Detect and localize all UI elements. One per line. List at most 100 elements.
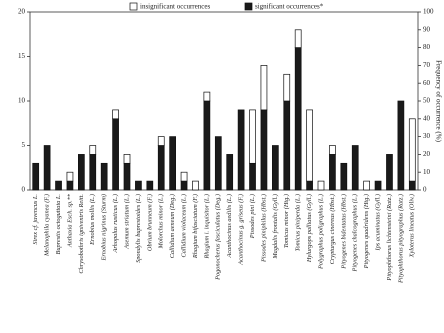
x-tick-label: Ernobius nigrinus (Sturm): [101, 194, 108, 261]
bar-segment: [32, 162, 40, 191]
bar-segment: [260, 65, 268, 111]
bar-segment: [226, 154, 234, 191]
bar-segment: [192, 180, 199, 191]
x-tick-label: Ips acuminatus (Gyll.): [375, 194, 382, 252]
x-tick-label: Callidium aeneum (Deg.): [169, 194, 176, 258]
bar-segment: [408, 118, 416, 182]
bar-segment: [43, 145, 51, 191]
bar-segment: [123, 154, 131, 164]
bar-segment: [169, 136, 176, 191]
y-tick-label: 0: [22, 186, 26, 194]
x-tick-label: Spondylis buprestoides (L.): [135, 194, 142, 263]
bar-segment: [363, 180, 370, 191]
bar-segment: [294, 47, 302, 191]
x-tick-label: Tomicus minor (Htg.): [283, 194, 290, 248]
bar-segment: [351, 145, 359, 191]
y2-tick-label: 40: [423, 114, 431, 122]
bar-segment: [112, 118, 119, 191]
x-tick-label: Xyloterus lineatus (Oliv.): [409, 194, 416, 258]
bar-segment: [283, 73, 291, 102]
bar-segment: [112, 109, 119, 120]
bar-segment: [272, 145, 279, 191]
y2-tick-label: 50: [423, 97, 431, 105]
bar-segment: [408, 180, 416, 191]
x-tick-label: Pogonocherus fasciculatus (Deg.): [215, 194, 222, 281]
x-tick-label: Magdalis frontalis (Gyll.): [272, 194, 279, 260]
x-tick-label: Sirex cf. juvencus L.: [32, 194, 39, 245]
x-tick-label: Asemum striatum (L.): [123, 194, 130, 250]
x-tick-label: Arhopalus rusticus (L.): [112, 194, 119, 254]
y2-tick-label: 20: [423, 150, 431, 158]
x-tick-label: Acanthocinus g. griseus (F.): [238, 194, 245, 266]
bar-segment: [306, 180, 313, 191]
x-tick-label: Chrysobothris igniventris Reitt.: [78, 194, 85, 274]
bar-segment: [283, 100, 291, 191]
x-tick-label: Pityogenes chalcographus (L.): [352, 194, 359, 272]
x-tick-label: Pityogenes bidentatus (Hbst.): [340, 194, 347, 270]
y2-axis-label: Frequency of occurrence (%): [434, 60, 442, 142]
x-tick-label: Polygraphus poligraphus (L.): [317, 194, 324, 270]
y2-tick-label: 70: [423, 61, 431, 69]
bar-segment: [329, 145, 336, 155]
y-tick-label: 15: [18, 52, 26, 60]
y2-tick-label: 90: [423, 25, 431, 33]
x-tick-label: Rhagium i. inquisitor (L.): [203, 194, 210, 260]
legend-label: insignificant occurrences: [140, 3, 210, 11]
legend-swatch: [129, 2, 138, 11]
bar-segment: [249, 162, 256, 191]
bar-segment: [89, 145, 97, 155]
bar-segment: [237, 109, 245, 191]
bar-segment: [78, 154, 85, 191]
x-tick-label: Pissodes piniphilus (Hbst.): [260, 194, 267, 263]
x-tick-label: Buprestis octoguttata L.: [55, 194, 62, 254]
bar-segment: [386, 154, 393, 191]
x-tick-label: Pityophthorus pityographus (Ratz.): [397, 194, 404, 284]
y2-tick-label: 0: [423, 186, 427, 194]
bar-segment: [329, 154, 336, 191]
x-tick-label: Hylurgops palliatus (Gyll.): [306, 194, 313, 263]
x-tick-label: Crypturgus cinereus (Hbst.): [329, 194, 336, 264]
legend-swatch: [244, 2, 253, 11]
x-tick-label: Pityophthorus lichtensteini (Ratz.): [386, 194, 393, 282]
y2-tick-label: 30: [423, 132, 431, 140]
bar-segment: [374, 180, 382, 191]
x-tick-label: Acanthocinus aedilis (L.): [226, 194, 233, 259]
y2-tick-label: 80: [423, 43, 431, 51]
bar-segment: [180, 171, 188, 182]
x-tick-label: Melanophila cyanea (F.): [44, 194, 51, 257]
x-tick-label: Pissodes pini (L.): [249, 194, 256, 239]
plot-frame: [29, 11, 419, 191]
bar-segment: [340, 162, 348, 191]
x-tick-label: Tomicus piniperda (L.): [295, 194, 302, 251]
y-tick-label: 10: [18, 97, 26, 105]
x-tick-label: Ernobius mollis (L.): [89, 194, 96, 246]
x-tick-label: Anthaxia Esch. sp.**: [66, 193, 73, 248]
y-tick-label: 20: [18, 8, 26, 16]
x-tick-label: Pityogenes quadridens (Htg.): [363, 194, 370, 269]
bar-segment: [100, 162, 108, 191]
bar-segment: [66, 180, 74, 191]
bar-segment: [123, 162, 131, 191]
bar-segment: [306, 109, 313, 182]
bar-segment: [157, 136, 165, 146]
legend-label: significant occurrences*: [255, 3, 324, 11]
bar-segment: [294, 29, 302, 48]
x-tick-label: Obrium brunneum (F.): [146, 194, 153, 251]
x-tick-label: Molorchus minor (L.): [158, 194, 165, 250]
bar-segment: [89, 154, 97, 191]
bar-segment: [203, 91, 211, 102]
bar-segment: [317, 180, 325, 191]
y2-tick-label: 100: [423, 8, 434, 16]
y-tick-label: 5: [22, 141, 26, 149]
bar-segment: [157, 145, 165, 191]
bar-segment: [260, 109, 268, 191]
bar-segment: [66, 171, 74, 182]
y2-tick-label: 10: [423, 168, 431, 176]
bar-segment: [397, 100, 405, 191]
x-tick-label: Rhagium bifasciatum (F.): [192, 194, 199, 259]
bar-segment: [214, 136, 222, 191]
bar-segment: [249, 109, 256, 164]
bar-segment: [135, 180, 142, 191]
bar-segment: [203, 100, 211, 191]
